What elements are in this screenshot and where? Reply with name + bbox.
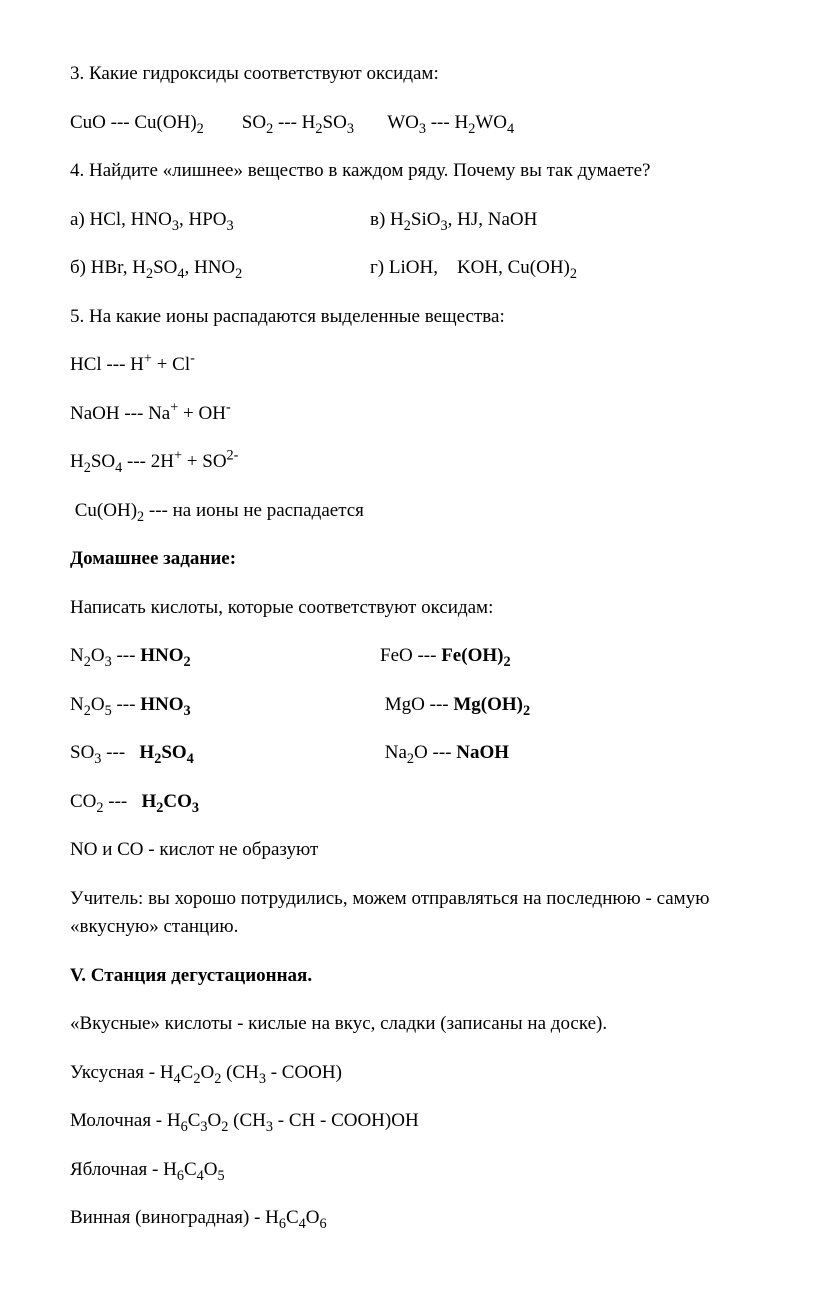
q4-title: 4. Найдите «лишнее» вещество в каждом ря… <box>70 157 746 186</box>
hw-intro: Написать кислоты, которые соответствуют … <box>70 594 746 623</box>
teacher-text: Учитель: вы хорошо потрудились, можем от… <box>70 885 746 942</box>
hw-row1: N2O3 --- HNO2 FeO --- Fe(OH)2 <box>70 642 746 671</box>
station-intro: «Вкусные» кислоты - кислые на вкус, слад… <box>70 1010 746 1039</box>
station-l4: Винная (виноградная) - H6C4O6 <box>70 1204 746 1233</box>
q4-row-b: б) HBr, H2SO4, HNO2 г) LiOH, KOH, Cu(OH)… <box>70 254 746 283</box>
station-title: V. Станция дегустационная. <box>70 962 746 991</box>
hw-row2: N2O5 --- HNO3 MgO --- Mg(OH)2 <box>70 691 746 720</box>
q5-l2: NaOH --- Na+ + OH- <box>70 400 746 429</box>
q5-title: 5. На какие ионы распадаются выделенные … <box>70 303 746 332</box>
hw-r2-right: MgO --- Mg(OH)2 <box>380 691 530 720</box>
hw-r2-left: N2O5 --- HNO3 <box>70 691 380 720</box>
hw-row3: SO3 --- H2SO4 Na2O --- NaOH <box>70 739 746 768</box>
q5-l3: H2SO4 --- 2H+ + SO2- <box>70 448 746 477</box>
hw-row4: CO2 --- H2CO3 <box>70 788 746 817</box>
hw-title: Домашнее задание: <box>70 545 746 574</box>
hw-r3-left: SO3 --- H2SO4 <box>70 739 380 768</box>
station-l1: Уксусная - H4C2O2 (CH3 - COOH) <box>70 1059 746 1088</box>
hw-r3-right: Na2O --- NaOH <box>380 739 509 768</box>
hw-r1-right: FeO --- Fe(OH)2 <box>380 642 511 671</box>
hw-r1-left: N2O3 --- HNO2 <box>70 642 380 671</box>
station-l2: Молочная - H6C3O2 (CH3 - CH - COOH)OH <box>70 1107 746 1136</box>
q3-line: CuO --- Cu(OH)2 SO2 --- H2SO3 WO3 --- H2… <box>70 109 746 138</box>
q3-title: 3. Какие гидроксиды соответствуют оксида… <box>70 60 746 89</box>
q5-l4: Cu(OH)2 --- на ионы не распадается <box>70 497 746 526</box>
station-l3: Яблочная - H6C4O5 <box>70 1156 746 1185</box>
q4-b-right: г) LiOH, KOH, Cu(OH)2 <box>370 254 577 283</box>
q4-a-left: а) HCl, HNO3, HPO3 <box>70 206 370 235</box>
q5-l1: HCl --- H+ + Cl- <box>70 351 746 380</box>
q4-b-left: б) HBr, H2SO4, HNO2 <box>70 254 370 283</box>
q4-a-right: в) H2SiO3, HJ, NaOH <box>370 206 537 235</box>
hw-note: NO и CO - кислот не образуют <box>70 836 746 865</box>
q4-row-a: а) HCl, HNO3, HPO3 в) H2SiO3, HJ, NaOH <box>70 206 746 235</box>
